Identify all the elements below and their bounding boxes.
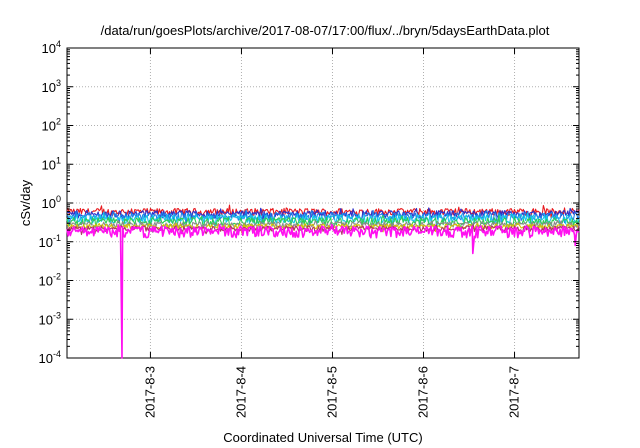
y-tick-label: 103 — [42, 78, 61, 95]
y-axis: 104 103 102 101 100 10-1 10-2 10-3 10-4 — [39, 39, 579, 366]
series-line — [66, 223, 580, 359]
series-line — [66, 207, 580, 224]
series-line — [66, 214, 580, 232]
x-tick-label: 2017-8-3 — [142, 366, 157, 418]
x-axis-label: Coordinated Universal Time (UTC) — [223, 430, 422, 445]
x-tick-label: 2017-8-4 — [233, 366, 248, 418]
x-tick-label: 2017-8-6 — [416, 366, 431, 418]
y-tick-label: 10-3 — [39, 310, 61, 327]
grid — [67, 48, 579, 358]
y-axis-label: cSv/day — [18, 179, 33, 226]
x-tick-label: 2017-8-7 — [507, 366, 522, 418]
y-tick-label: 102 — [42, 117, 61, 134]
y-tick-label: 10-4 — [39, 349, 61, 366]
y-tick-label: 101 — [42, 155, 61, 172]
y-tick-label: 10-1 — [39, 233, 61, 250]
y-tick-label: 104 — [42, 39, 61, 56]
chart-title: /data/run/goesPlots/archive/2017-08-07/1… — [101, 23, 550, 38]
series-layer — [66, 204, 580, 359]
x-tick-label: 2017-8-5 — [324, 366, 339, 418]
y-tick-label: 10-2 — [39, 272, 61, 289]
y-tick-label: 100 — [42, 194, 61, 211]
x-axis: 2017-8-3 2017-8-4 2017-8-5 2017-8-6 2017-8-7 — [142, 48, 522, 418]
